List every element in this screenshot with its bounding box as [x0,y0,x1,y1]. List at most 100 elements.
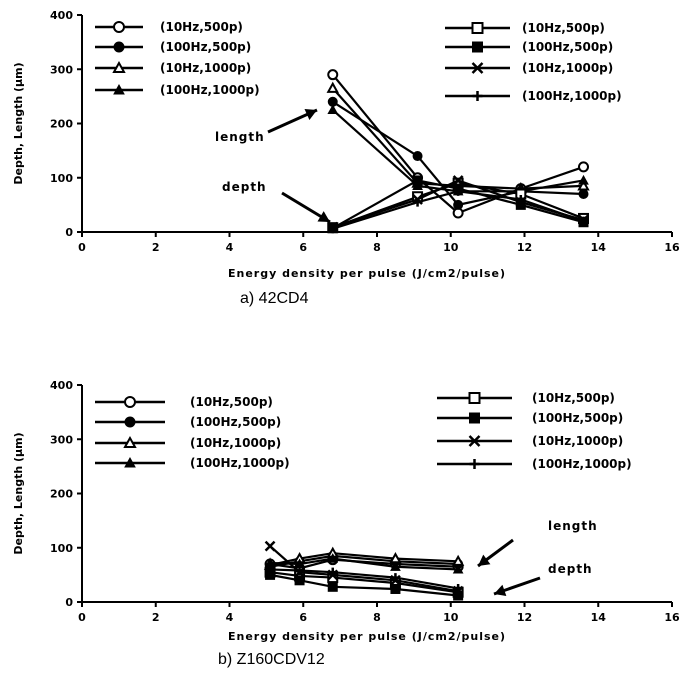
data-point [452,563,464,574]
data-point [327,69,339,81]
annotation-arrow-head [317,211,330,222]
x-tick-label: 12 [517,241,532,254]
legend-entry: (100Hz,1000p) [95,456,290,470]
data-point [579,216,588,226]
legend-label: (100Hz,1000p) [522,89,622,103]
x-tick-label: 8 [373,241,381,254]
x-tick-label: 0 [78,611,86,624]
data-point [294,575,305,586]
y-tick-label: 300 [50,433,73,446]
legend-marker [113,21,125,33]
legend-marker [124,396,136,408]
legend-entry: (10Hz,1000p) [437,434,623,448]
legend-entry: (100Hz,500p) [437,411,623,425]
x-tick-label: 14 [591,611,607,624]
y-tick-label: 0 [65,596,73,609]
x-tick-label: 10 [443,241,459,254]
data-point [412,151,423,162]
annotation-label: length [548,519,598,533]
data-point [413,197,423,207]
legend-label: (10Hz,1000p) [522,61,613,75]
legend-entry: (10Hz,500p) [95,395,273,409]
chart-caption: b) Z160CDV12 [218,651,325,668]
legend-entry: (10Hz,1000p) [445,61,613,75]
legend-marker [469,459,480,469]
legend-marker [471,62,484,74]
data-point [390,573,400,583]
x-tick-label: 4 [226,241,234,254]
y-tick-label: 400 [50,9,73,22]
series-line [331,87,584,190]
data-point [452,175,464,186]
data-point [390,561,401,571]
chart-1: 0 2 4 6 8 10 12 14 16 0 100 200 300 400 Energy density… [12,9,680,307]
legend-marker [468,392,481,404]
data-point [453,186,463,196]
series-8 [328,186,588,234]
data-point [578,189,589,200]
data-point [578,161,589,173]
legend-label: (100Hz,500p) [160,40,251,54]
legend-marker [471,22,484,34]
legend-label: (100Hz,500p) [522,40,613,54]
legend-entry: (10Hz,500p) [437,391,615,405]
data-point [328,567,338,577]
x-tick-label: 2 [152,241,160,254]
y-axis-title: Depth, Length (µm) [12,62,25,184]
legend-entry: (100Hz,1000p) [445,89,622,103]
annotation-arrow-head [478,554,491,566]
data-point [453,199,464,210]
x-tick-label: 16 [664,611,680,624]
legend-marker [468,435,481,447]
annotation-length: length [477,519,598,568]
legend-label: (10Hz,500p) [522,21,605,35]
data-point [577,179,590,191]
legend-label: (10Hz,1000p) [532,434,623,448]
x-tick-label: 6 [299,241,307,254]
data-point [326,81,339,93]
legend-marker [124,456,136,468]
legend-entry: (10Hz,500p) [445,21,605,35]
data-point [327,553,339,563]
legend-label: (10Hz,1000p) [190,436,281,450]
legend-label: (10Hz,500p) [532,391,615,405]
x-tick-label: 12 [517,611,532,624]
legend-marker [113,41,125,53]
legend-marker [124,416,136,428]
y-tick-label: 100 [50,172,73,185]
x-tick-label: 0 [78,241,86,254]
y-tick-label: 400 [50,379,73,392]
data-point [578,174,589,185]
y-tick-label: 300 [50,63,73,76]
legend-label: (100Hz,500p) [190,415,281,429]
x-axis-title: Energy density per pulse (J/cm2/pulse) [228,267,506,280]
annotation-label: depth [222,180,267,194]
legend-marker [469,412,480,424]
annotation-length: length [215,108,318,144]
x-tick-label: 4 [226,611,234,624]
legend-label: (100Hz,1000p) [190,456,290,470]
data-point [295,566,305,576]
legend-entry: (10Hz,1000p) [95,60,251,75]
x-tick-label: 8 [373,611,381,624]
legend-marker [472,41,483,53]
y-tick-label: 0 [65,226,73,239]
data-point [390,583,401,594]
x-tick-label: 16 [664,241,680,254]
legend-marker [112,60,126,73]
x-tick-label: 2 [152,611,160,624]
legend-entry: (100Hz,500p) [95,40,251,54]
legend-entry: (100Hz,1000p) [95,83,260,97]
legend-label: (10Hz,500p) [190,395,273,409]
annotation-arrow-head [304,109,317,120]
legend-label: (100Hz,1000p) [160,83,260,97]
data-point [265,564,275,574]
y-axis-title: Depth, Length (µm) [12,432,25,554]
legend-entry: (10Hz,1000p) [95,435,281,450]
legend-label: (100Hz,1000p) [532,457,632,471]
x-tick-label: 10 [443,611,459,624]
annotation-depth: depth [493,562,592,597]
chart-2: 0 2 4 6 8 10 12 14 16 0 100 200 300 400 Energy density… [12,379,680,668]
legend-entry: (100Hz,500p) [95,415,281,429]
